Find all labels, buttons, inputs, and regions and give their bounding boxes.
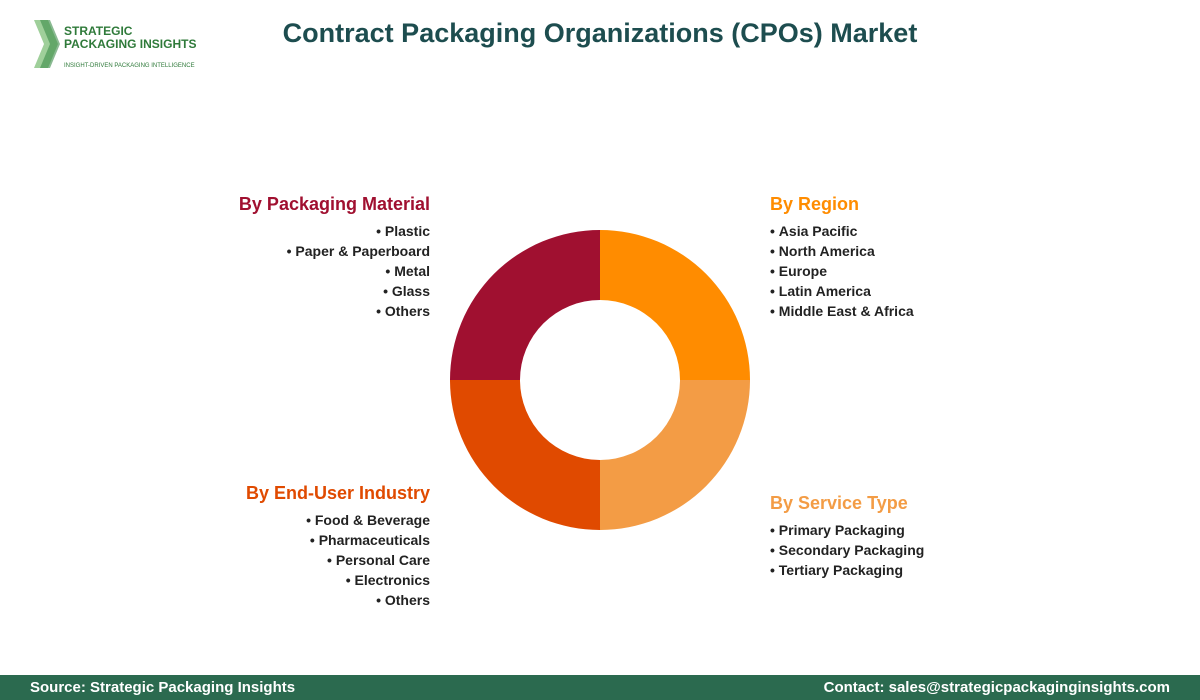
segment-list: Asia PacificNorth AmericaEuropeLatin Ame… bbox=[770, 221, 1090, 321]
segment-item: Glass bbox=[110, 281, 430, 301]
segment-heading: By Region bbox=[770, 194, 860, 214]
logo-mark bbox=[40, 20, 60, 68]
segment-block: By End-User Industry Food & BeveragePharm… bbox=[110, 482, 430, 610]
segment-heading: By Packaging Material bbox=[238, 194, 430, 214]
segment-item: Secondary Packaging bbox=[770, 540, 1090, 560]
segment-item: Middle East & Africa bbox=[770, 301, 1090, 321]
segment-item: Tertiary Packaging bbox=[770, 560, 1090, 580]
segment-item: Europe bbox=[770, 261, 1090, 281]
segment-item: Others bbox=[110, 301, 430, 321]
footer-contact: Contact: sales@strategicpackaginginsight… bbox=[823, 679, 1170, 696]
segment-item: Electronics bbox=[110, 570, 430, 590]
segment-item: Latin America bbox=[770, 281, 1090, 301]
segment-item: Primary Packaging bbox=[770, 520, 1090, 540]
segment-item: North America bbox=[770, 241, 1090, 261]
segment-item: Plastic bbox=[110, 221, 430, 241]
segment-item: Asia Pacific bbox=[770, 221, 1090, 241]
logo: STRATEGIC PACKAGING INSIGHTS INSIGHT-DRI… bbox=[34, 20, 196, 69]
segment-list: Food & BeveragePharmaceuticalsPersonal C… bbox=[110, 510, 430, 610]
segment-list: Primary PackagingSecondary PackagingTert… bbox=[770, 520, 1090, 580]
segment-block: By Service Type Primary PackagingSecondar… bbox=[770, 492, 1090, 580]
donut-segment bbox=[600, 230, 750, 380]
donut-segment bbox=[450, 230, 600, 380]
donut-segment bbox=[600, 380, 750, 530]
segment-item: Paper & Paperboard bbox=[110, 241, 430, 261]
segment-block: By Region Asia PacificNorth AmericaEurope… bbox=[770, 193, 1090, 321]
footer-source: Source: Strategic Packaging Insights bbox=[30, 679, 296, 696]
logo-text: PACKAGING INSIGHTS bbox=[64, 37, 196, 51]
logo-text: STRATEGIC bbox=[64, 24, 133, 38]
segment-item: Others bbox=[110, 590, 430, 610]
donut-segment bbox=[450, 380, 600, 530]
segment-heading: By Service Type bbox=[770, 493, 908, 513]
title: Contract Packaging Organizations (CPOs) … bbox=[282, 18, 918, 48]
segment-item: Food & Beverage bbox=[110, 510, 430, 530]
segment-item: Pharmaceuticals bbox=[110, 530, 430, 550]
donut bbox=[450, 230, 750, 530]
segment-item: Metal bbox=[110, 261, 430, 281]
segment-item: Personal Care bbox=[110, 550, 430, 570]
segment-list: PlasticPaper & PaperboardMetalGlassOther… bbox=[110, 221, 430, 321]
segment-heading: By End-User Industry bbox=[245, 483, 430, 503]
footer: Source: Strategic Packaging Insights Con… bbox=[0, 675, 1200, 700]
logo-tagline: INSIGHT-DRIVEN PACKAGING INTELLIGENCE bbox=[64, 63, 195, 69]
segment-block: By Packaging Material PlasticPaper & Pape… bbox=[110, 193, 430, 321]
